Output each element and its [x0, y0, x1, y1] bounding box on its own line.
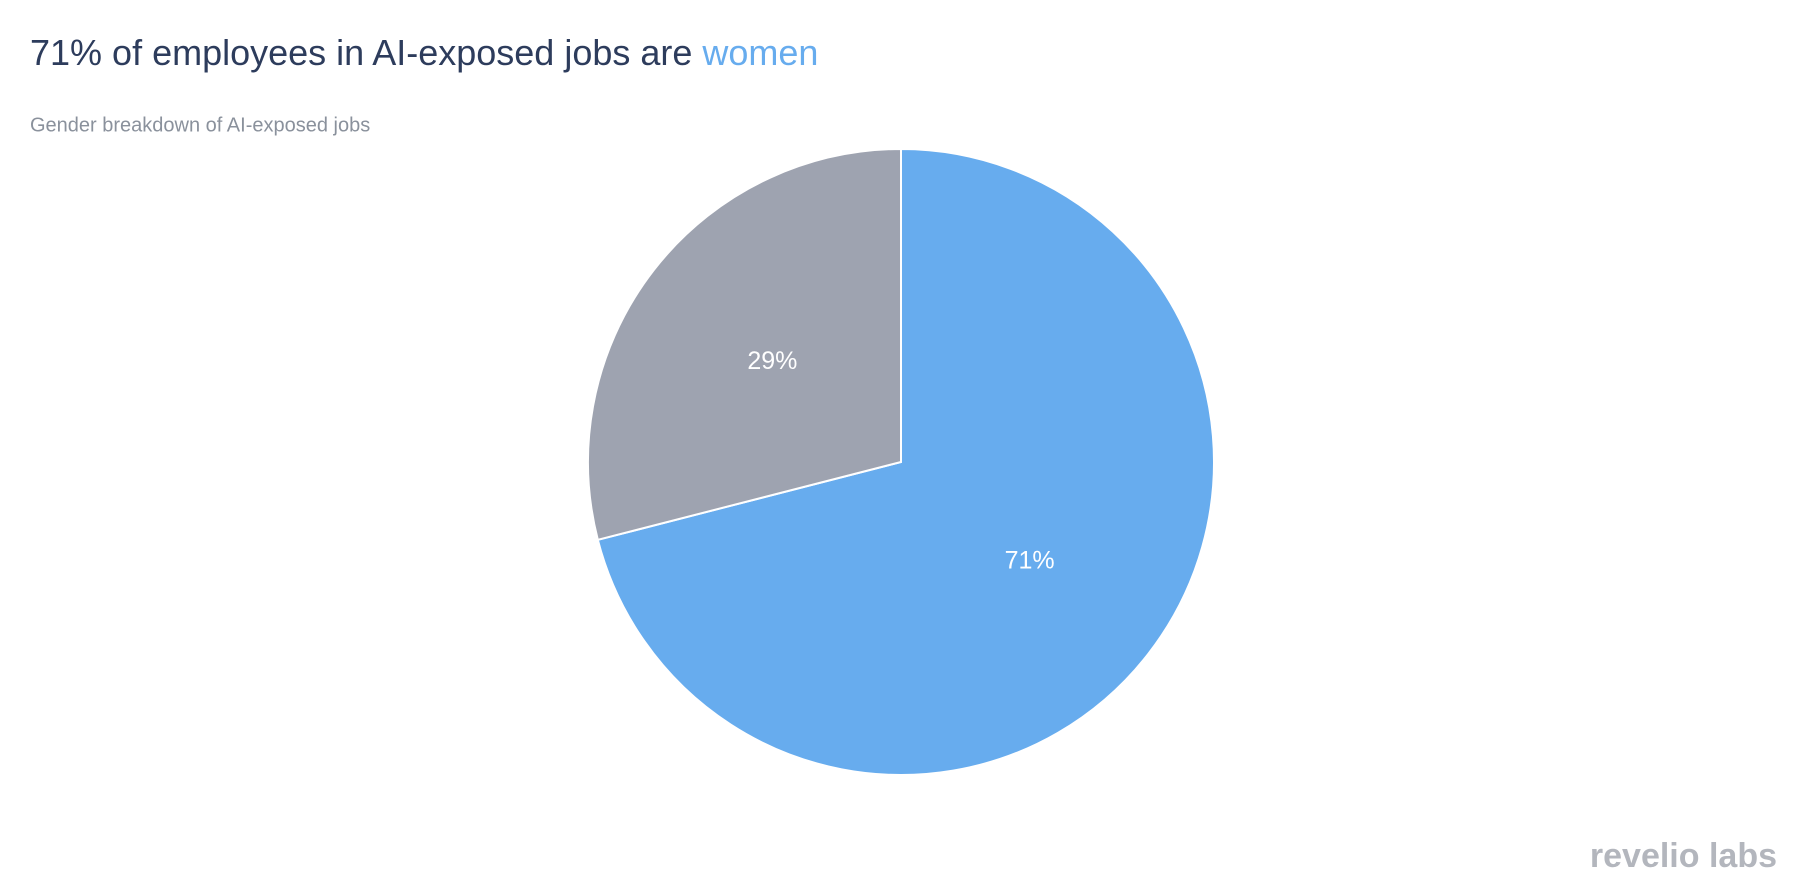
title-text: 71% of employees in AI-exposed jobs are	[30, 32, 692, 73]
pie-slice	[587, 147, 902, 542]
chart-title: 71% of employees in AI-exposed jobs are w…	[30, 32, 818, 73]
logo: revelio labs	[1590, 837, 1777, 875]
data-label: 71%	[1005, 546, 1055, 574]
pie-slice	[596, 147, 1215, 776]
title-highlight: women	[701, 32, 818, 73]
pie: 71% 29%	[587, 147, 1215, 776]
data-label: 29%	[747, 347, 797, 375]
chart-subtitle: Gender breakdown of AI-exposed jobs	[30, 114, 370, 136]
